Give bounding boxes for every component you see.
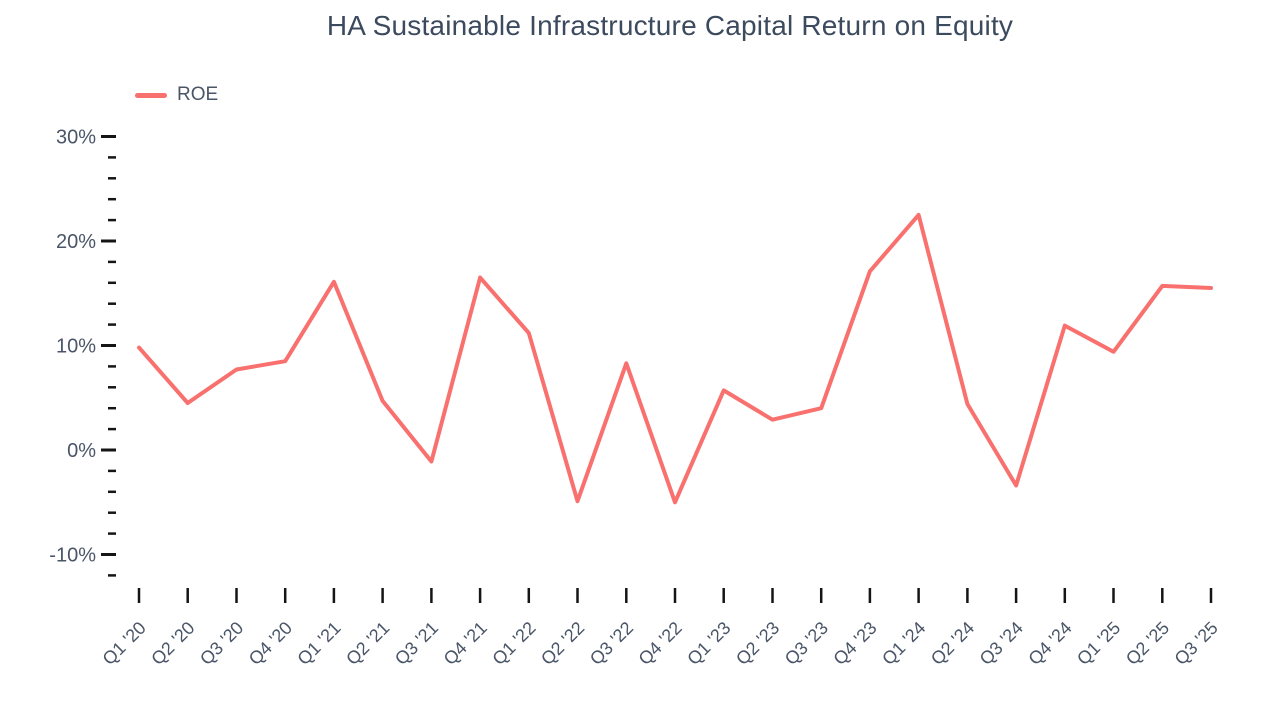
roe-series-line bbox=[137, 212, 1213, 505]
y-axis-tick-label: 10% bbox=[56, 336, 96, 358]
y-axis-tick-label: 0% bbox=[67, 440, 96, 462]
y-axis-tick-label: -10% bbox=[49, 545, 96, 567]
chart-title: HA Sustainable Infrastructure Capital Re… bbox=[326, 10, 1014, 41]
x-axis-tick-label: Q2 '20 bbox=[147, 618, 198, 669]
x-axis-tick-label: Q2 '21 bbox=[342, 618, 393, 669]
x-axis-tick-label: Q2 '23 bbox=[732, 618, 783, 669]
y-axis-tick-label: 30% bbox=[56, 127, 96, 149]
legend-label: ROE bbox=[177, 84, 219, 105]
x-axis-tick-label: Q1 '25 bbox=[1073, 618, 1124, 669]
x-axis-tick-label: Q3 '25 bbox=[1171, 618, 1222, 669]
x-axis-tick-label: Q4 '20 bbox=[245, 618, 296, 669]
x-axis-tick-label: Q1 '23 bbox=[683, 618, 734, 669]
x-axis-tick-label: Q1 '21 bbox=[293, 618, 344, 669]
legend-line-swatch-icon bbox=[135, 92, 167, 98]
x-axis-tick-label: Q2 '25 bbox=[1122, 618, 1173, 669]
x-axis-tick-label: Q3 '22 bbox=[586, 618, 637, 669]
x-axis-tick-label: Q2 '24 bbox=[927, 618, 978, 669]
x-axis-tick-label: Q4 '24 bbox=[1024, 618, 1075, 669]
x-axis-tick-label: Q4 '21 bbox=[440, 618, 491, 669]
x-axis-tick-label: Q1 '20 bbox=[99, 618, 150, 669]
x-axis-tick-label: Q3 '24 bbox=[976, 618, 1027, 669]
x-axis-tick-label: Q2 '22 bbox=[537, 618, 588, 669]
x-axis-tick-label: Q4 '23 bbox=[829, 618, 880, 669]
x-axis-tick-label: Q3 '20 bbox=[196, 618, 247, 669]
legend-item-roe[interactable]: ROE bbox=[135, 84, 218, 106]
x-axis-tick-label: Q4 '22 bbox=[635, 618, 686, 669]
x-axis-tick-label: Q3 '23 bbox=[781, 618, 832, 669]
y-axis-tick-label: 20% bbox=[56, 231, 96, 253]
x-axis-tick-label: Q1 '24 bbox=[878, 618, 929, 669]
x-axis-tick-label: Q1 '22 bbox=[488, 618, 539, 669]
x-axis-tick-label: Q3 '21 bbox=[391, 618, 442, 669]
